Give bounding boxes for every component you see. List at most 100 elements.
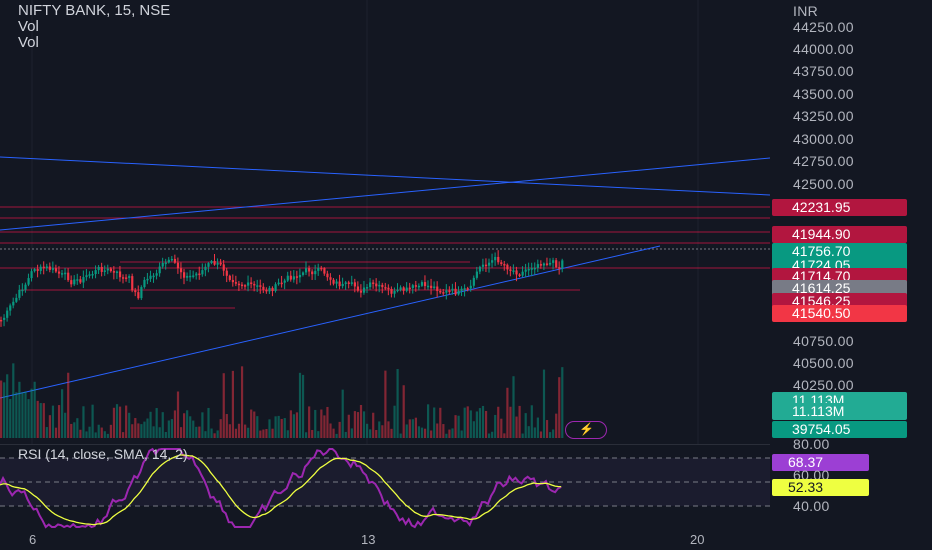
- volume-bar: [433, 407, 436, 438]
- volume-bar: [399, 433, 402, 438]
- candle: [387, 287, 390, 290]
- time-axis[interactable]: [0, 530, 770, 550]
- volume-bar: [54, 427, 58, 438]
- candle: [329, 277, 332, 280]
- price-tick: 42750.00: [793, 153, 854, 169]
- candle: [79, 279, 82, 283]
- candle: [204, 266, 207, 271]
- trendline: [0, 157, 770, 231]
- volume-bar: [131, 424, 134, 438]
- candle: [134, 290, 137, 293]
- volume-bar: [417, 426, 421, 438]
- volume-bar: [561, 367, 564, 438]
- volume-bar: [326, 406, 329, 438]
- candle: [57, 271, 61, 274]
- volume-bar: [189, 416, 192, 438]
- price-tick: 40750.00: [793, 333, 854, 349]
- volume-bar: [387, 421, 390, 438]
- price-tick: 44250.00: [793, 19, 854, 35]
- currency-label: INR: [793, 3, 819, 19]
- candle: [48, 266, 51, 270]
- candle: [292, 276, 295, 280]
- volume-bar: [198, 426, 201, 438]
- candle: [311, 271, 314, 275]
- candle: [332, 279, 335, 284]
- vol-legend-2[interactable]: Vol: [18, 34, 39, 51]
- price-tick: 43500.00: [793, 86, 854, 102]
- candle: [183, 272, 186, 278]
- candle: [167, 259, 170, 263]
- candle: [362, 287, 366, 293]
- price-tag: 41756.70: [772, 243, 907, 260]
- candle: [298, 274, 302, 278]
- rsi-line: [0, 447, 562, 529]
- volume-bar: [274, 416, 277, 438]
- price-chart[interactable]: [0, 0, 770, 445]
- volume-bar: [457, 415, 460, 438]
- candle: [454, 288, 457, 295]
- volume-bar: [91, 404, 94, 438]
- volume-bar: [167, 420, 170, 438]
- candle: [481, 264, 485, 267]
- candle: [375, 283, 378, 287]
- volume-bar: [524, 413, 527, 438]
- candle: [494, 256, 497, 261]
- candle: [256, 285, 259, 287]
- volume-bar: [30, 388, 33, 438]
- candle: [390, 288, 393, 294]
- price-tag: 41614.25: [772, 280, 907, 297]
- candle: [21, 289, 24, 292]
- volume-bar: [298, 372, 302, 438]
- volume-bar: [21, 392, 24, 438]
- vol-legend-1[interactable]: Vol: [18, 18, 39, 35]
- volume-bar: [256, 416, 259, 438]
- volume-bar: [143, 421, 146, 438]
- candle: [475, 271, 478, 278]
- candle: [125, 277, 128, 279]
- candle: [423, 282, 427, 287]
- candle: [274, 284, 277, 292]
- candle: [237, 283, 241, 286]
- lightning-button[interactable]: ⚡: [565, 421, 607, 439]
- candle: [335, 281, 338, 284]
- volume-bar: [488, 433, 491, 438]
- volume-bar: [533, 427, 536, 438]
- candle: [247, 282, 250, 286]
- candle: [512, 270, 515, 272]
- candle: [372, 282, 375, 284]
- volume-bar: [366, 423, 369, 438]
- candle: [503, 264, 506, 266]
- volume-bar: [207, 407, 210, 438]
- candle: [170, 258, 173, 261]
- candle: [27, 278, 30, 285]
- candle: [88, 274, 91, 276]
- symbol-title[interactable]: NIFTY BANK, 15, NSE: [18, 2, 171, 19]
- candle: [393, 290, 396, 294]
- pane-separator[interactable]: [0, 444, 770, 445]
- candle: [539, 264, 543, 266]
- volume-bar: [536, 417, 539, 438]
- candle: [506, 264, 509, 270]
- candle: [18, 289, 21, 298]
- volume-bar: [122, 432, 125, 438]
- candle: [442, 292, 445, 294]
- candle: [283, 280, 286, 283]
- rsi-legend[interactable]: RSI (14, close, SMA, 14, 2): [18, 446, 188, 462]
- volume-bar: [353, 411, 356, 438]
- candle: [149, 275, 152, 279]
- volume-bar: [9, 398, 12, 438]
- volume-bar: [33, 381, 36, 438]
- candle: [219, 262, 222, 265]
- rsi-tick: 80.00: [793, 436, 830, 452]
- candle: [64, 272, 67, 275]
- volume-bar: [481, 405, 485, 438]
- candle: [405, 287, 408, 291]
- volume-bar: [192, 420, 195, 438]
- rsi-pane[interactable]: [0, 445, 770, 530]
- candle: [3, 317, 6, 320]
- volume-bar: [94, 432, 97, 438]
- candle: [301, 272, 305, 275]
- candle: [378, 284, 381, 287]
- candle: [137, 292, 140, 299]
- price-axis[interactable]: INR 44250.00 44000.00 43750.00 43500.00 …: [770, 0, 932, 530]
